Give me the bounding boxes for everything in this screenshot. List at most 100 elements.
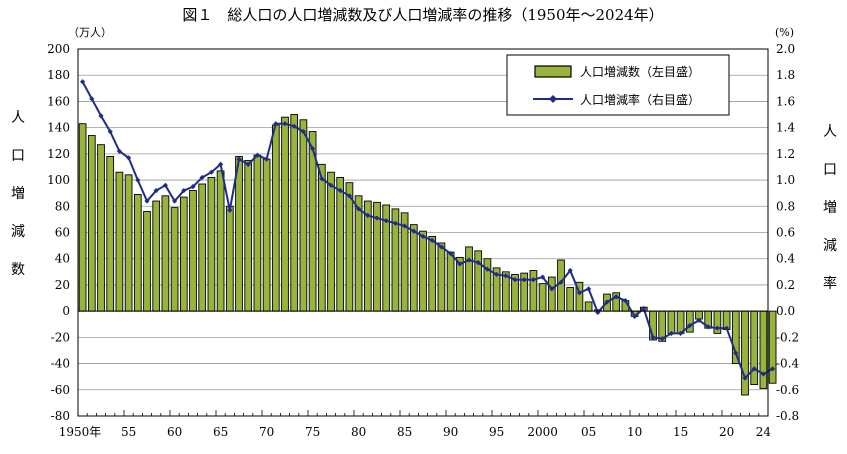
bar-1967 (235, 156, 243, 312)
x-tick-label: 10 (627, 425, 642, 439)
right-tick-label: -0.2 (776, 330, 799, 344)
legend-marker-icon (549, 95, 557, 103)
bar-1977 (327, 171, 335, 312)
rate-point-1976 (319, 176, 325, 182)
rate-point-1963 (199, 174, 205, 181)
rate-point-1984 (392, 220, 398, 226)
bar-2001 (547, 276, 556, 312)
rate-point-2018 (705, 324, 711, 330)
rate-point-2014 (668, 330, 674, 337)
rate-point-1961 (181, 187, 187, 194)
rate-point-1956 (135, 177, 141, 183)
right-tick-label: 0.8 (776, 199, 795, 213)
bar-1980 (354, 195, 363, 312)
plot-frame (77, 48, 769, 417)
x-tick-label: 70 (259, 425, 274, 439)
bar-2024 (759, 310, 768, 389)
right-tick-label: 0.0 (776, 304, 795, 318)
rate-point-1988 (429, 237, 435, 243)
bar-1972 (281, 116, 289, 312)
right-tick-labels: 2.0 1.8 1.6 1.4 1.2 1.0 0.8 0.6 0.4 0.2 0.0 -0.2 -0.… (776, 42, 800, 423)
rate-point-2008 (613, 294, 619, 300)
bar-1966 (225, 205, 234, 312)
rate-point-2009 (622, 298, 628, 304)
left-tick-label: 180 (47, 68, 70, 82)
left-tick-label: 20 (55, 278, 70, 292)
bar-1962 (189, 190, 197, 312)
bar-1957 (143, 211, 151, 312)
rate-point-1975 (310, 146, 316, 152)
bar-2023 (750, 310, 759, 385)
rate-point-2012 (650, 334, 656, 340)
rate-point-1957 (144, 198, 150, 204)
bar-1963 (198, 183, 207, 312)
right-tick-label: 1.8 (776, 68, 795, 82)
legend: 人口増減数（左目盛） 人口増減率（右目盛） (506, 54, 730, 116)
rate-point-2015 (678, 330, 684, 337)
rate-point-1977 (328, 182, 334, 188)
left-axis-label: 人口増減数 (11, 110, 25, 278)
bar-2002 (557, 259, 565, 312)
rate-line (81, 81, 774, 380)
x-tick-label: 15 (673, 425, 688, 439)
rate-point-1955 (126, 155, 132, 161)
rate-point-1966 (227, 207, 233, 213)
rate-point-2010 (632, 313, 638, 319)
rate-point-1972 (282, 121, 288, 127)
right-tick-label: -0.4 (776, 357, 800, 371)
x-tick-label: 55 (121, 425, 136, 439)
left-tick-label: -40 (51, 357, 70, 371)
right-tick-label: 2.0 (776, 42, 795, 56)
rate-point-1983 (383, 218, 389, 224)
rate-point-1968 (245, 161, 251, 167)
right-axis-label: 人口増減率 (823, 124, 837, 292)
left-tick-label: 200 (47, 42, 70, 56)
rate-point-1998 (521, 277, 527, 283)
rate-point-1970 (264, 156, 270, 162)
rate-point-1978 (337, 187, 343, 194)
x-tick-label: 20 (719, 425, 734, 439)
left-tick-label: 140 (47, 121, 70, 135)
rate-point-1991 (457, 261, 463, 267)
rate-point-2003 (567, 267, 573, 274)
rate-point-1958 (153, 187, 159, 194)
rate-point-2001 (549, 286, 555, 292)
rate-point-2011 (641, 305, 647, 312)
x-tick-label: 60 (167, 425, 182, 439)
rate-point-1993 (475, 260, 481, 266)
rate-point-1997 (512, 277, 518, 283)
left-tick-label: 0 (62, 304, 70, 318)
rate-point-2017 (696, 317, 702, 323)
bar-2016 (685, 310, 694, 333)
rate-point-2013 (659, 336, 665, 342)
x-tick-labels: 1950年 55 60 65 70 75 80 85 90 95 2000 05 10 15 20 24 (59, 425, 772, 439)
rate-point-1974 (300, 128, 306, 135)
right-tick-label: 1.2 (776, 147, 795, 161)
bar-1990 (446, 251, 455, 312)
bar-1986 (409, 224, 418, 312)
bar-series (78, 114, 777, 396)
left-tick-label: 100 (47, 173, 70, 187)
bar-1952 (97, 144, 105, 312)
bar-1993 (474, 250, 483, 312)
rate-point-1965 (218, 161, 224, 167)
rate-point-1979 (346, 193, 352, 199)
rate-point-1990 (448, 250, 454, 257)
x-tick-label: 24 (756, 425, 772, 439)
right-tick-label: -0.6 (776, 383, 799, 397)
rate-point-1950 (80, 79, 86, 85)
rate-point-1973 (291, 123, 297, 129)
rate-point-2024 (760, 371, 766, 377)
rate-point-1994 (484, 266, 490, 272)
rate-point-1999 (530, 277, 536, 283)
rate-point-1992 (466, 257, 472, 263)
bar-1955 (124, 174, 133, 312)
rate-point-1954 (116, 148, 122, 154)
bar-2000 (538, 283, 547, 312)
bar-1974 (299, 119, 308, 312)
bar-1954 (115, 171, 124, 312)
bar-2014 (667, 310, 676, 334)
chart-title: 図１ 総人口の人口増減数及び人口増減率の推移（1950年～2024年） (182, 6, 663, 24)
